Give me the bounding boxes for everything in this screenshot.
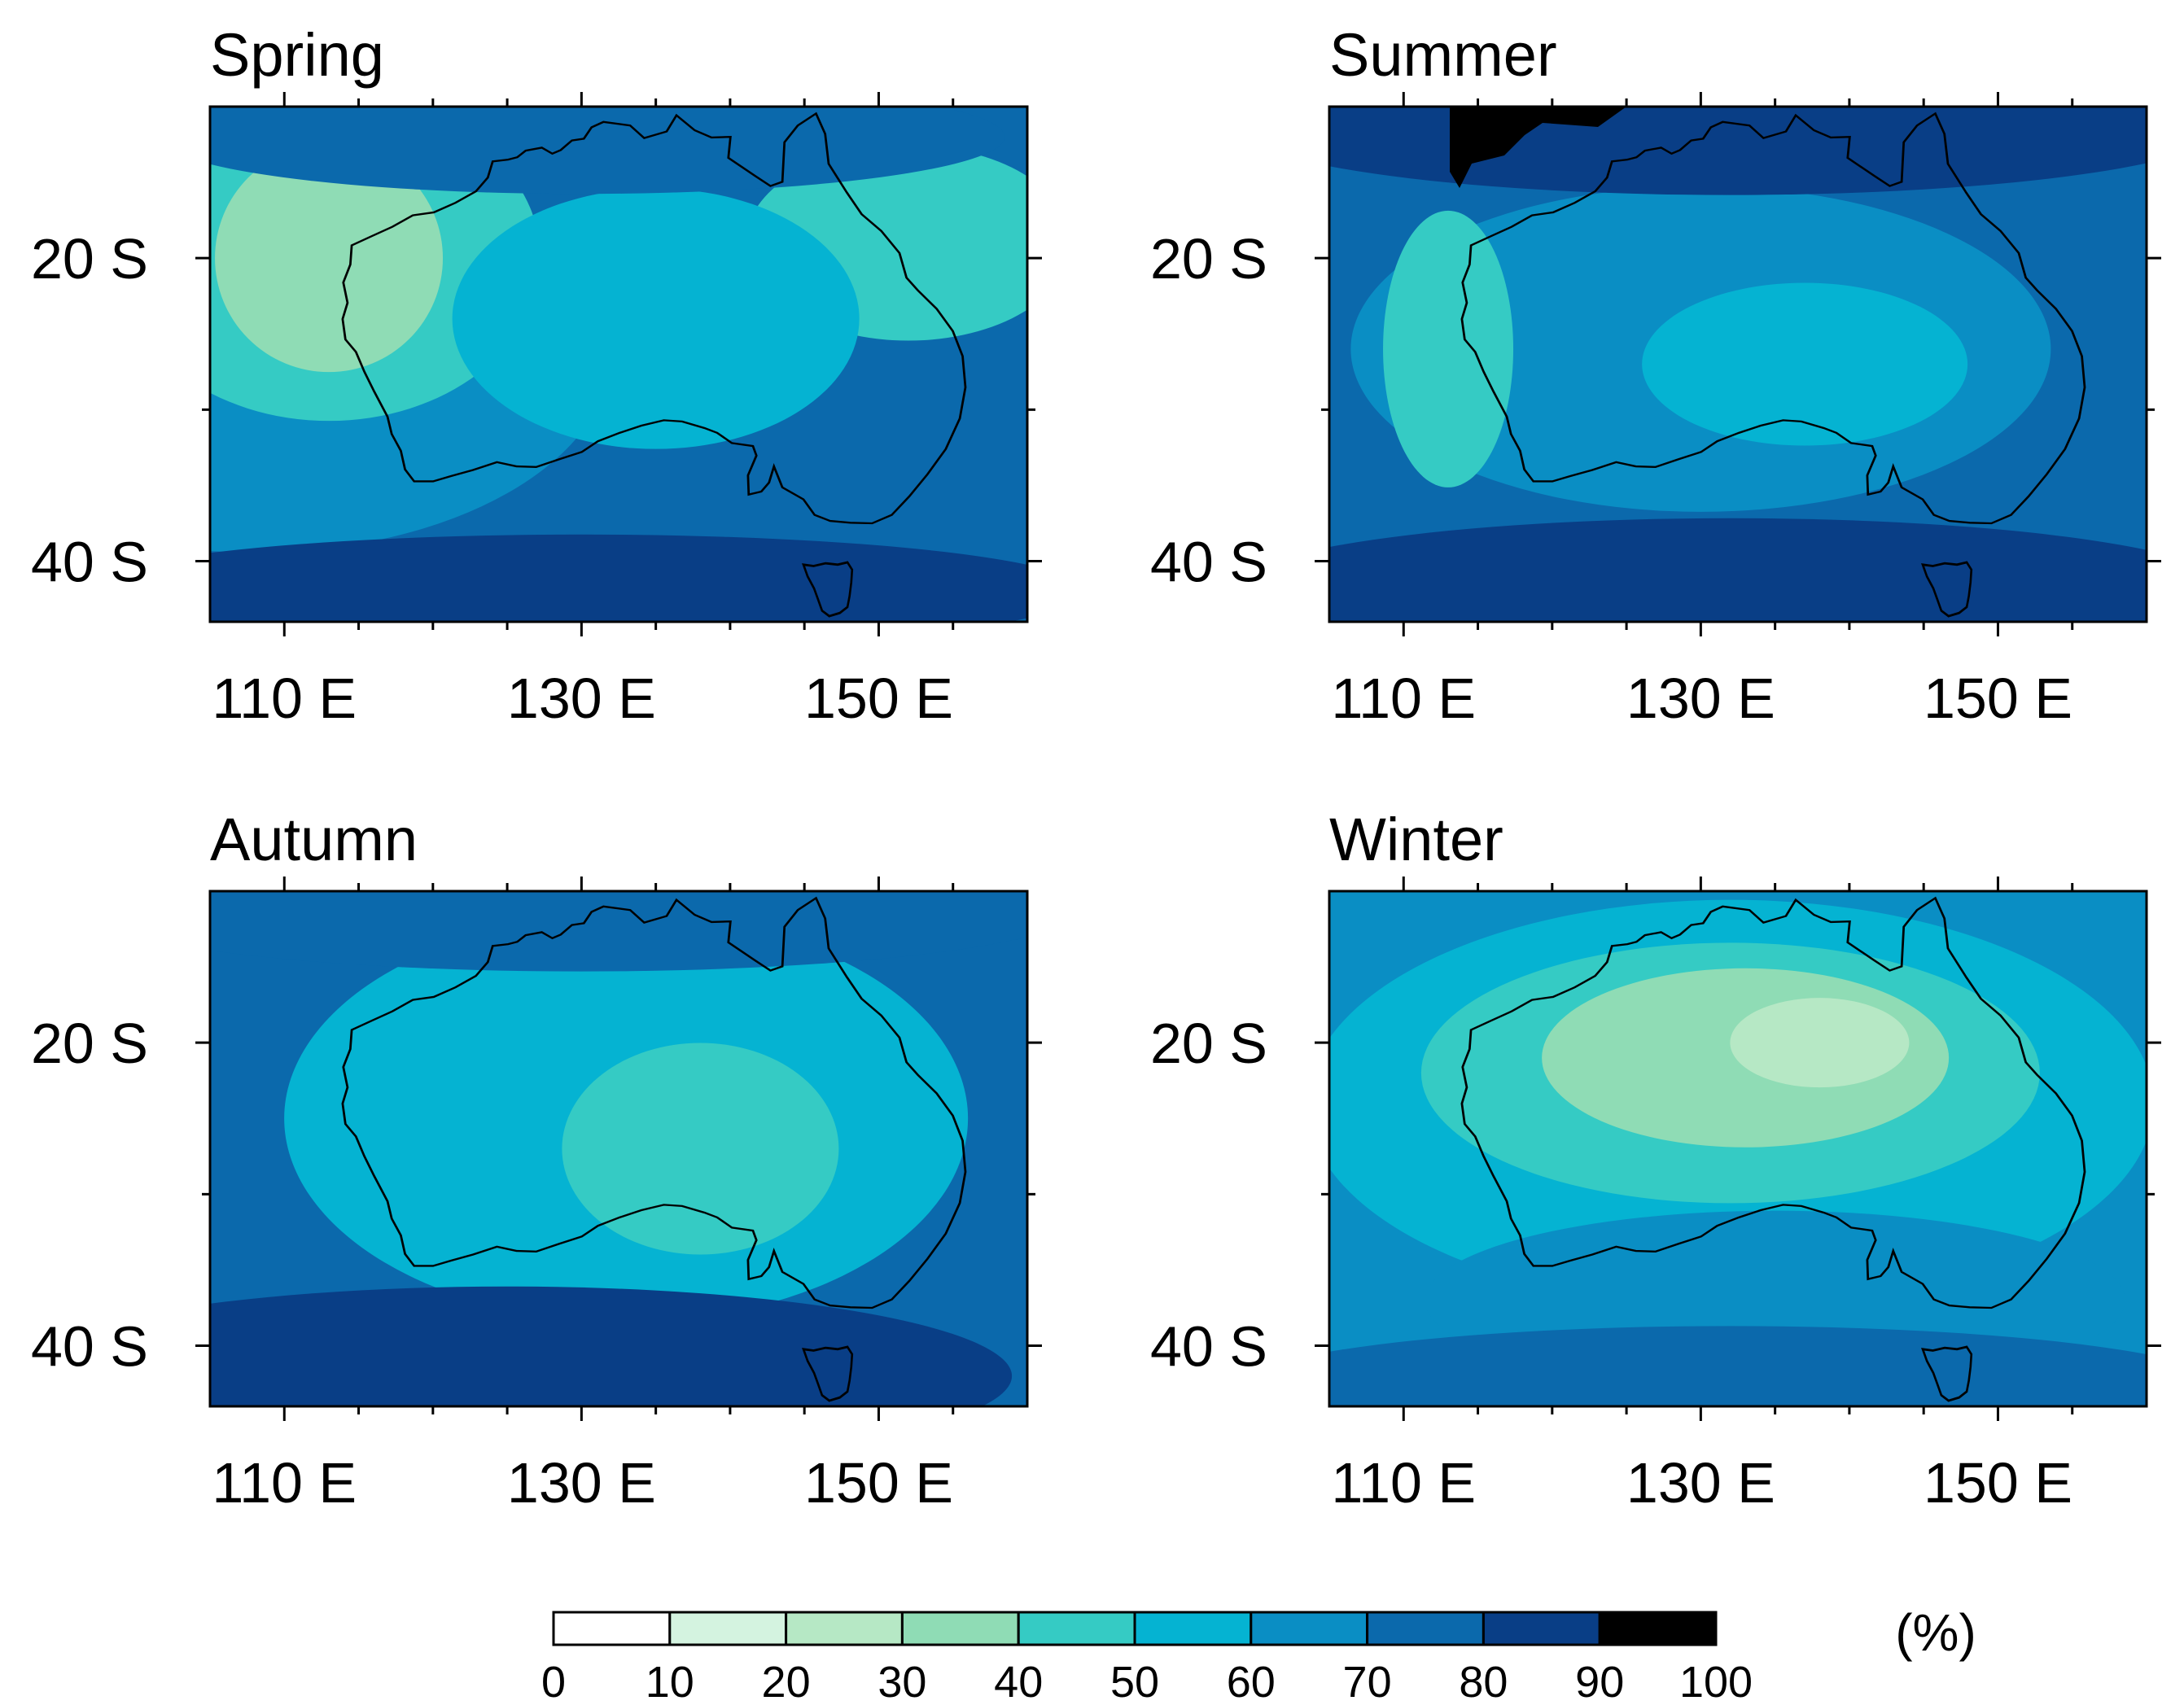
x-tick-label: 110 E [1331, 667, 1476, 730]
y-tick-label: 40 S [31, 1315, 148, 1379]
y-tick-label: 20 S [31, 1012, 148, 1075]
field-contour [1642, 282, 1968, 446]
colorbar-swatch [900, 1611, 1020, 1646]
colorbar: 0 10 20 30 40 50 60 70 80 90 100 [541, 1611, 1753, 1705]
field-fill [1329, 107, 2147, 622]
field-fill [1329, 891, 2147, 1406]
field-contour [210, 107, 1005, 195]
colorbar-swatch [668, 1611, 788, 1646]
colorbar-tick-label: 70 [1343, 1658, 1392, 1705]
units-label: (%) [1895, 1603, 1976, 1662]
colorbar-tick-label: 40 [994, 1658, 1043, 1705]
x-tick-label: 150 E [1924, 1451, 2072, 1515]
colorbar-swatch [1366, 1611, 1485, 1646]
colorbar-swatch [1133, 1611, 1253, 1646]
field-contour [1329, 518, 2147, 622]
field-contour [1383, 210, 1514, 487]
x-tick-label: 110 E [212, 667, 357, 730]
field-contour [452, 188, 860, 449]
field-contour [1450, 107, 1626, 188]
y-tick-label: 40 S [1150, 531, 1267, 594]
colorbar-tick-label: 30 [878, 1658, 926, 1705]
colorbar-swatch [1598, 1611, 1718, 1646]
x-tick-label: 130 E [1626, 1451, 1775, 1515]
panel-title: Autumn [210, 806, 418, 873]
x-tick-label: 130 E [507, 1451, 656, 1515]
x-tick-label: 110 E [212, 1451, 357, 1515]
colorbar-tick-label: 50 [1110, 1658, 1159, 1705]
panel-title: Spring [210, 21, 384, 89]
colorbar-swatch [552, 1611, 672, 1646]
x-tick-label: 150 E [804, 667, 953, 730]
field-contour [210, 534, 1027, 622]
x-tick-label: 150 E [1924, 667, 2072, 730]
map-panel-winter: Winter 110 E 130 E 150 E 20 S 40 S [1150, 806, 2161, 1515]
colorbar-swatch [1482, 1611, 1601, 1646]
colorbar-tick-label: 20 [762, 1658, 811, 1705]
y-tick-label: 20 S [1150, 1012, 1267, 1075]
colorbar-swatch [1250, 1611, 1369, 1646]
map-panel-summer: Summer 110 E 130 E 150 E 20 S 40 S [1150, 21, 2161, 730]
x-tick-label: 130 E [507, 667, 656, 730]
field-fill [210, 107, 1027, 622]
y-tick-label: 20 S [1150, 227, 1267, 291]
panel-frame [208, 890, 1029, 1408]
x-tick-label: 150 E [804, 1451, 953, 1515]
panel-frame [208, 105, 1029, 623]
colorbar-tick-label: 90 [1575, 1658, 1624, 1705]
colorbar-tick-label: 100 [1679, 1658, 1753, 1705]
y-tick-label: 20 S [31, 227, 148, 291]
field-contour [210, 1286, 1012, 1406]
x-tick-label: 110 E [1331, 1451, 1476, 1515]
y-tick-label: 40 S [1150, 1315, 1267, 1379]
panel-frame [1328, 890, 2148, 1408]
panel-frame [1328, 105, 2148, 623]
colorbar-tick-label: 80 [1459, 1658, 1508, 1705]
map-panel-autumn: Autumn 110 E 130 E 150 E 20 S 40 S [31, 806, 1042, 1515]
colorbar-tick-label: 60 [1227, 1658, 1276, 1705]
map-panel-spring: Spring 110 E 130 E 150 E 20 S 40 S [31, 21, 1042, 730]
field-contour [215, 144, 444, 373]
field-contour [562, 1043, 839, 1255]
field-contour [1730, 998, 1910, 1088]
panel-title: Summer [1329, 21, 1557, 89]
colorbar-swatch [785, 1611, 904, 1646]
y-tick-label: 40 S [31, 531, 148, 594]
field-fill [210, 891, 1027, 1406]
colorbar-swatch [1017, 1611, 1136, 1646]
colorbar-tick-label: 10 [646, 1658, 694, 1705]
colorbar-tick-label: 0 [541, 1658, 566, 1705]
panel-title: Winter [1329, 806, 1503, 873]
x-tick-label: 130 E [1626, 667, 1775, 730]
field-contour [1329, 1326, 2147, 1406]
